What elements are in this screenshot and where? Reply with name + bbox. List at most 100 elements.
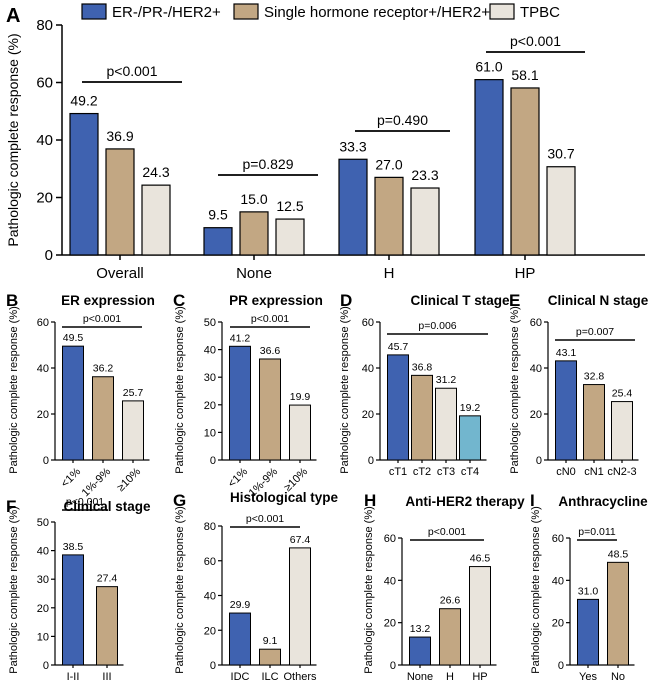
y-axis-label: Pathologic complete response (%) bbox=[5, 33, 21, 246]
y-tick-label: 0 bbox=[390, 660, 396, 672]
bar bbox=[62, 554, 84, 666]
data-label: 25.7 bbox=[123, 387, 144, 399]
p-value-label: p<0.001 bbox=[66, 496, 104, 508]
data-label: 27.0 bbox=[375, 156, 402, 172]
panel-h: H Anti-HER2 therapy Pathologic complete re… bbox=[363, 491, 525, 683]
data-label: 25.4 bbox=[612, 388, 633, 400]
bar bbox=[105, 148, 135, 256]
y-tick-label: 40 bbox=[204, 591, 216, 603]
y-axis-label: Pathologic complete response (%) bbox=[363, 506, 375, 674]
y-tick-label: 0 bbox=[45, 247, 53, 264]
data-label: 36.2 bbox=[93, 363, 114, 375]
y-tick-label: 60 bbox=[362, 317, 374, 329]
y-tick-label: 80 bbox=[36, 17, 53, 34]
data-label: 31.0 bbox=[578, 585, 599, 597]
x-tick-label: cT3 bbox=[437, 466, 455, 478]
data-label: 49.2 bbox=[70, 93, 97, 109]
data-label: 26.6 bbox=[440, 595, 461, 607]
y-tick-label: 60 bbox=[530, 317, 542, 329]
y-tick-label: 80 bbox=[204, 521, 216, 533]
bar bbox=[439, 608, 461, 666]
y-tick-label: 0 bbox=[43, 660, 49, 672]
y-tick-label: 60 bbox=[552, 533, 564, 545]
panel-b: B ER expression Pathologic complete respon… bbox=[6, 291, 155, 499]
bar bbox=[69, 112, 99, 256]
x-tick-label: cT4 bbox=[461, 466, 479, 478]
y-tick-label: 10 bbox=[204, 427, 216, 439]
x-tick-label: cN1 bbox=[584, 466, 604, 478]
y-tick-label: 30 bbox=[204, 372, 216, 384]
data-label: 23.3 bbox=[411, 167, 438, 183]
data-label: 61.0 bbox=[475, 59, 502, 75]
bar bbox=[275, 218, 305, 256]
chart-title: Anti-HER2 therapy bbox=[405, 494, 525, 509]
data-label: 15.0 bbox=[240, 191, 267, 207]
bar bbox=[338, 158, 368, 256]
x-tick-label: 1%-9% bbox=[80, 466, 114, 500]
y-tick-label: 20 bbox=[204, 400, 216, 412]
data-label: 36.9 bbox=[106, 128, 133, 144]
y-tick-label: 40 bbox=[204, 345, 216, 357]
data-label: 9.5 bbox=[208, 207, 228, 223]
panel-label: A bbox=[6, 5, 20, 27]
bar bbox=[510, 87, 540, 256]
panel-a: A Pathologic complete response (%) 0 20 40 60… bbox=[5, 3, 645, 282]
panel-label: H bbox=[364, 491, 376, 510]
panel-label: G bbox=[173, 491, 186, 510]
x-tick-label: IDC bbox=[231, 671, 250, 683]
p-value-label: p=0.490 bbox=[377, 112, 428, 128]
y-tick-label: 0 bbox=[368, 455, 374, 467]
bar bbox=[259, 648, 281, 666]
y-axis-label: Pathologic complete response (%) bbox=[530, 506, 542, 674]
panel-d: D Clinical T stage Pathologic complete res… bbox=[339, 291, 510, 478]
chart-title: ER expression bbox=[61, 293, 155, 308]
data-label: 36.8 bbox=[412, 361, 433, 373]
y-tick-label: 40 bbox=[37, 546, 49, 558]
data-label: 45.7 bbox=[388, 341, 409, 353]
legend-label: TPBC bbox=[520, 4, 560, 21]
data-label: 67.4 bbox=[290, 534, 311, 546]
data-label: 19.2 bbox=[460, 402, 481, 414]
bar bbox=[62, 345, 84, 461]
bar bbox=[577, 598, 599, 666]
legend: ER-/PR-/HER2+ Single hormone receptor+/HE… bbox=[81, 3, 560, 21]
legend-swatch bbox=[81, 3, 107, 20]
bar bbox=[289, 404, 311, 461]
y-axis-label: Pathologic complete response (%) bbox=[8, 306, 20, 474]
y-tick-label: 20 bbox=[362, 409, 374, 421]
y-tick-label: 20 bbox=[552, 618, 564, 630]
panel-label: C bbox=[173, 291, 185, 310]
data-label: 38.5 bbox=[63, 541, 84, 553]
p-value-label: p=0.006 bbox=[418, 320, 456, 332]
p-value-label: p<0.001 bbox=[251, 313, 289, 325]
y-tick-label: 10 bbox=[37, 631, 49, 643]
p-value-label: p<0.001 bbox=[83, 313, 121, 325]
x-tick-label: None bbox=[407, 671, 433, 683]
y-axis-label: Pathologic complete response (%) bbox=[174, 506, 186, 674]
y-tick-label: 20 bbox=[37, 409, 49, 421]
x-tick-label: cN2-3 bbox=[607, 466, 636, 478]
data-label: 48.5 bbox=[608, 548, 629, 560]
bar bbox=[435, 387, 457, 461]
panel-c: C PR expression Pathologic complete respon… bbox=[173, 291, 323, 499]
x-tick-label: None bbox=[236, 265, 272, 282]
bar bbox=[410, 187, 440, 256]
y-tick-label: 50 bbox=[204, 317, 216, 329]
x-tick-label: HP bbox=[472, 671, 487, 683]
panel-label: F bbox=[6, 497, 16, 516]
y-tick-label: 60 bbox=[204, 556, 216, 568]
y-tick-label: 50 bbox=[37, 517, 49, 529]
p-value-label: p<0.001 bbox=[510, 33, 561, 49]
y-tick-label: 40 bbox=[530, 363, 542, 375]
bar bbox=[469, 566, 491, 666]
x-tick-label: ≥10% bbox=[115, 466, 143, 494]
data-label: 13.2 bbox=[410, 623, 431, 635]
x-tick-label: <1% bbox=[59, 466, 83, 490]
bar bbox=[611, 401, 633, 461]
y-tick-label: 40 bbox=[552, 575, 564, 587]
legend-swatch bbox=[233, 3, 259, 20]
legend-swatch bbox=[489, 3, 515, 20]
y-tick-label: 60 bbox=[384, 533, 396, 545]
bar bbox=[259, 358, 281, 461]
